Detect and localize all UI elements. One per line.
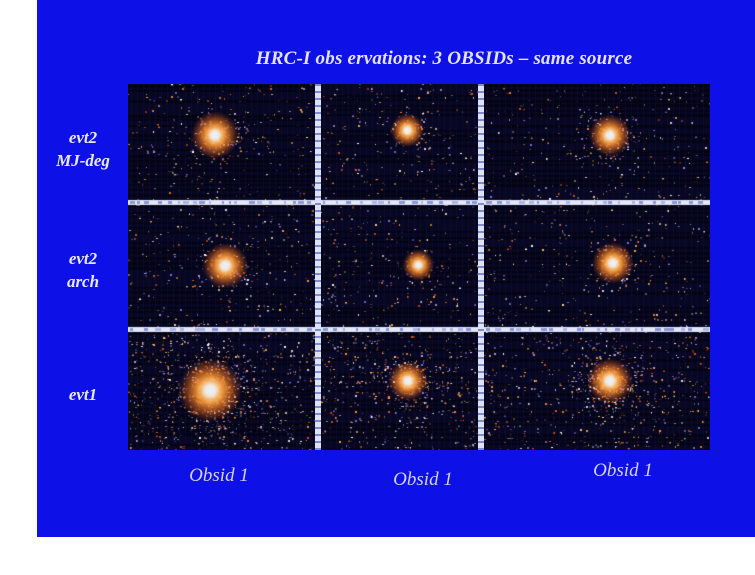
- xray-panel-r2c3: [484, 206, 710, 333]
- row-label-line: evt2: [68, 128, 98, 147]
- column-label-obsid-1: Obsid 1: [189, 465, 249, 486]
- column-separator-1: [315, 84, 321, 450]
- xray-panel-r3c1: [128, 333, 315, 450]
- xray-panel-r3c2: [321, 333, 478, 450]
- xray-panel-r2c2: [321, 206, 478, 333]
- row-label-evt2-arch: evt2 arch: [38, 247, 128, 293]
- column-label-obsid-2: Obsid 1: [393, 469, 453, 490]
- row-label-line: MJ-deg: [56, 151, 110, 170]
- xray-panel-r1c2: [321, 84, 478, 206]
- column-label-obsid-3: Obsid 1: [593, 460, 653, 481]
- row-label-evt2-mjdeg: evt2 MJ-deg: [38, 126, 128, 172]
- xray-panel-r1c1: [128, 84, 315, 206]
- row-label-evt1: evt1: [38, 383, 128, 406]
- row-label-line: arch: [66, 272, 100, 291]
- slide-title: HRC-I obs ervations: 3 OBSIDs – same sou…: [255, 48, 633, 69]
- xray-panel-r2c1: [128, 206, 315, 333]
- row-label-line: evt2: [68, 249, 98, 268]
- xray-panel-r3c3: [484, 333, 710, 450]
- xray-panel-r1c3: [484, 84, 710, 206]
- column-separator-2: [478, 84, 484, 450]
- row-label-line: evt1: [68, 385, 98, 404]
